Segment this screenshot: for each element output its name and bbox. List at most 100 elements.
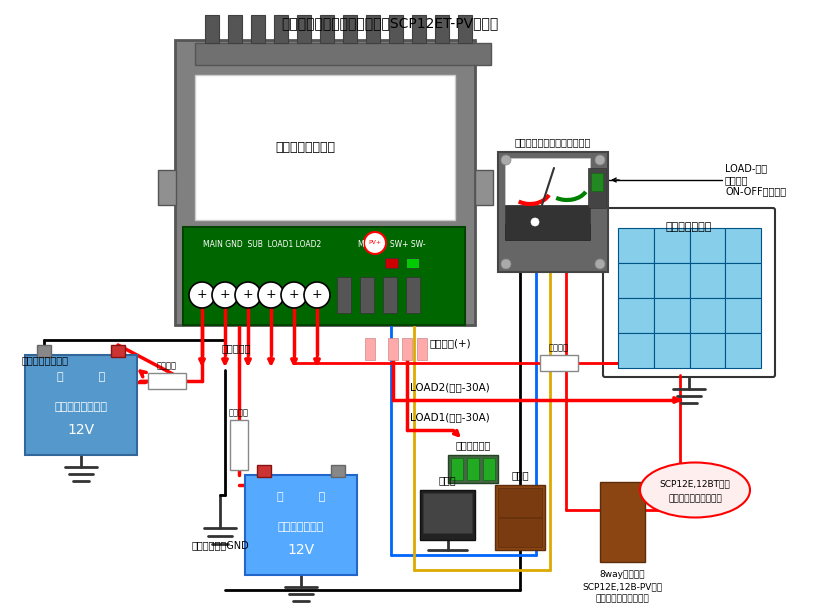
Text: メインバッテリー: メインバッテリー xyxy=(55,402,107,412)
Text: コントローラ本体: コントローラ本体 xyxy=(275,141,335,154)
Circle shape xyxy=(304,282,330,308)
Text: 冷蔵庫: 冷蔵庫 xyxy=(511,470,529,480)
Bar xyxy=(402,338,412,360)
Text: 集中スイッチ: 集中スイッチ xyxy=(455,440,491,450)
Bar xyxy=(495,485,545,550)
Bar xyxy=(618,263,654,298)
Text: バッテリー残量表示メーター: バッテリー残量表示メーター xyxy=(514,137,591,147)
Bar xyxy=(498,517,542,547)
Bar xyxy=(257,465,271,477)
Bar xyxy=(366,15,380,43)
Text: +: + xyxy=(265,289,276,301)
Bar xyxy=(458,15,472,43)
Text: 12V: 12V xyxy=(287,543,314,557)
Bar xyxy=(654,333,689,368)
FancyBboxPatch shape xyxy=(603,208,775,377)
Bar xyxy=(175,40,475,325)
Bar xyxy=(388,338,398,360)
Bar xyxy=(725,333,761,368)
Text: LOAD1(出力-30A): LOAD1(出力-30A) xyxy=(410,412,490,422)
Bar xyxy=(195,75,455,220)
Bar xyxy=(158,170,176,205)
Bar xyxy=(383,277,397,313)
Text: オルターネーター: オルターネーター xyxy=(22,355,69,365)
Text: 8way冷蔵庫等: 8way冷蔵庫等 xyxy=(600,570,646,579)
Bar xyxy=(360,277,374,313)
Circle shape xyxy=(531,218,539,226)
Bar xyxy=(412,15,426,43)
Bar xyxy=(498,488,542,517)
Text: 電流の流れ: 電流の流れ xyxy=(221,343,251,353)
Circle shape xyxy=(258,282,284,308)
Text: テレビ: テレビ xyxy=(439,475,457,485)
Text: +: + xyxy=(243,289,253,301)
Text: －          ＋: － ＋ xyxy=(57,372,105,382)
Bar xyxy=(111,345,125,357)
Circle shape xyxy=(281,282,307,308)
Bar xyxy=(343,15,357,43)
Bar xyxy=(725,263,761,298)
Text: +: + xyxy=(289,289,300,301)
Circle shape xyxy=(235,282,261,308)
Circle shape xyxy=(189,282,215,308)
Bar xyxy=(37,345,51,357)
Bar xyxy=(725,298,761,333)
Text: PV+: PV+ xyxy=(369,240,382,245)
Bar xyxy=(483,458,495,480)
Text: ヒューズ: ヒューズ xyxy=(549,343,569,352)
Bar xyxy=(435,15,449,43)
Text: +: + xyxy=(197,289,208,301)
Text: +: + xyxy=(220,289,230,301)
Bar xyxy=(245,475,357,575)
Circle shape xyxy=(595,259,605,269)
Text: 12V: 12V xyxy=(68,423,94,437)
Bar xyxy=(618,228,654,263)
Bar xyxy=(417,338,427,360)
Bar xyxy=(389,15,403,43)
Bar xyxy=(689,333,725,368)
Bar xyxy=(689,298,725,333)
Circle shape xyxy=(501,259,511,269)
Bar xyxy=(540,355,578,371)
Bar xyxy=(274,15,288,43)
Bar xyxy=(183,227,465,325)
Bar xyxy=(385,258,398,268)
Text: 太陽電池パネル: 太陽電池パネル xyxy=(666,222,712,232)
Bar xyxy=(618,298,654,333)
Text: サブバッテリー: サブバッテリー xyxy=(278,522,324,532)
Bar xyxy=(448,455,498,483)
Bar xyxy=(689,263,725,298)
Circle shape xyxy=(501,155,511,165)
Bar xyxy=(251,15,265,43)
Text: 出力機能はありません: 出力機能はありません xyxy=(596,594,650,603)
Bar xyxy=(725,228,761,263)
Bar xyxy=(297,15,311,43)
Bar xyxy=(591,173,603,191)
Text: ヒューズ: ヒューズ xyxy=(229,408,249,417)
Bar xyxy=(228,15,242,43)
Bar xyxy=(406,277,420,313)
Text: サブバッテリーコントローラSCP12ET-PV配線図: サブバッテリーコントローラSCP12ET-PV配線図 xyxy=(282,16,499,30)
Bar xyxy=(331,465,345,477)
Text: ヒューズ: ヒューズ xyxy=(157,361,177,370)
Text: SCP12E,12BTには: SCP12E,12BTには xyxy=(659,479,730,489)
Text: LOAD2(出力-30A): LOAD2(出力-30A) xyxy=(410,382,490,392)
Bar xyxy=(654,228,689,263)
Text: MAIN GND  SUB  LOAD1 LOAD2: MAIN GND SUB LOAD1 LOAD2 xyxy=(203,240,322,249)
Circle shape xyxy=(364,232,386,254)
Bar xyxy=(505,158,590,223)
Ellipse shape xyxy=(640,462,750,517)
Text: 太陽電池(+): 太陽電池(+) xyxy=(429,338,470,348)
Circle shape xyxy=(212,282,238,308)
Bar xyxy=(420,490,475,540)
Bar xyxy=(475,170,493,205)
Bar xyxy=(320,15,334,43)
Bar xyxy=(654,298,689,333)
Text: 充電機能はありません: 充電機能はありません xyxy=(668,495,722,503)
Bar xyxy=(423,493,472,533)
Bar xyxy=(505,205,590,240)
Bar xyxy=(451,458,463,480)
Bar xyxy=(588,168,606,208)
Text: M+  M-  SW+ SW-: M+ M- SW+ SW- xyxy=(358,240,426,249)
Bar xyxy=(654,263,689,298)
